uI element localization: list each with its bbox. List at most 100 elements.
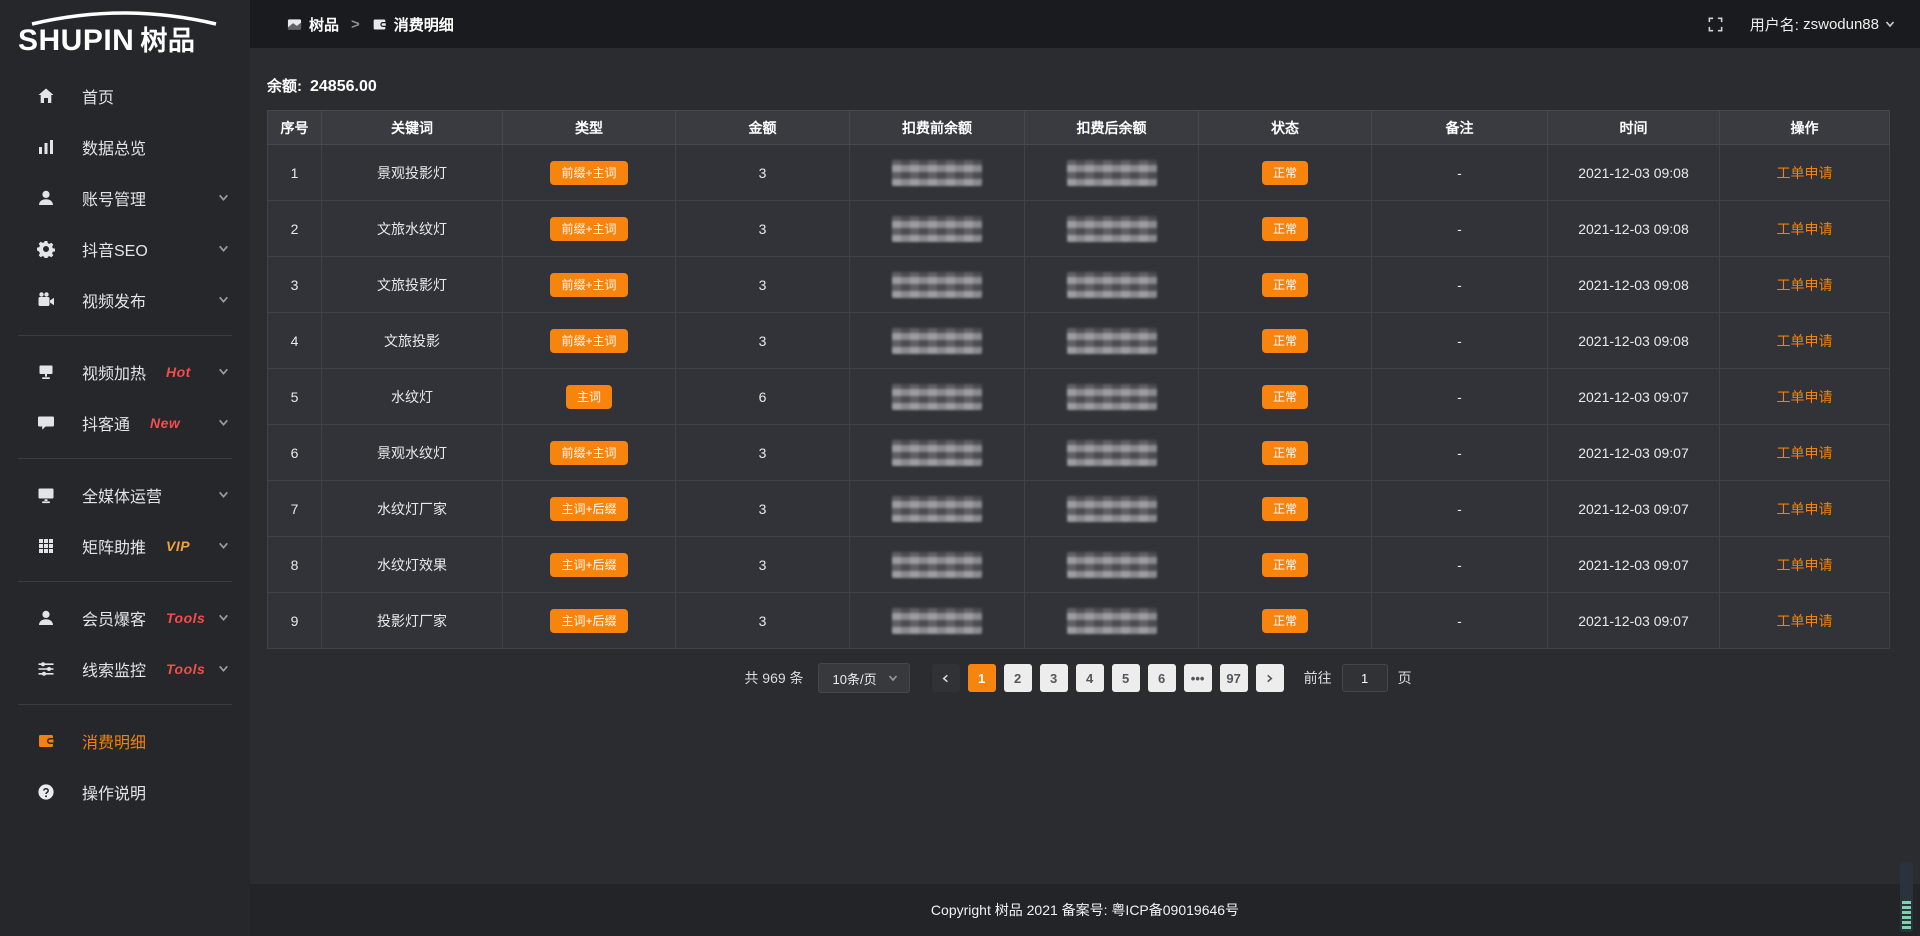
ticket-apply-link[interactable]: 工单申请	[1776, 612, 1833, 629]
username-menu[interactable]: 用户名: zswodun88	[1750, 14, 1896, 35]
sidebar-item-operation-guide[interactable]: 操作说明	[0, 766, 250, 817]
breadcrumb-item-root[interactable]: 树品	[309, 16, 340, 34]
time-cell: 2021-12-03 09:07	[1547, 368, 1720, 425]
pagination-total: 共 969 条	[744, 670, 804, 686]
footer: Copyright 树品 2021 备案号: 粤ICP备09019646号	[250, 884, 1920, 936]
page-button-4[interactable]: 4	[1075, 664, 1104, 692]
page-button-1[interactable]: 1	[967, 664, 996, 692]
balance-after-masked	[1066, 271, 1157, 298]
type-badge: 前缀+主词	[550, 160, 628, 185]
ticket-apply-link[interactable]: 工单申请	[1776, 556, 1833, 573]
brand-logo[interactable]: SHUPIN 树品	[0, 0, 250, 60]
status-badge: 正常	[1261, 552, 1308, 577]
ticket-apply-link[interactable]: 工单申请	[1776, 164, 1833, 181]
chat-icon	[36, 413, 56, 433]
ticket-apply-link[interactable]: 工单申请	[1776, 276, 1833, 293]
balance-after-cell	[1024, 480, 1199, 537]
ticket-apply-link[interactable]: 工单申请	[1776, 500, 1833, 517]
sidebar-item-douketong[interactable]: 抖客通 New	[0, 397, 250, 448]
sidebar-item-label: 抖音SEO	[82, 242, 148, 260]
page-button-6[interactable]: 6	[1147, 664, 1176, 692]
status-badge: 正常	[1261, 440, 1308, 465]
sidebar-item-account-management[interactable]: 账号管理	[0, 172, 250, 223]
sidebar-item-label: 数据总览	[82, 140, 147, 158]
balance-before-cell	[849, 592, 1025, 649]
sidebar-item-label: 线索监控	[82, 662, 147, 680]
keyword-cell: 景观投影灯	[321, 144, 503, 201]
sidebar-item-member-burst[interactable]: 会员爆客 Tools	[0, 592, 250, 643]
monitor-icon	[36, 485, 56, 505]
prev-page-button[interactable]	[931, 664, 960, 692]
page-button-5[interactable]: 5	[1111, 664, 1140, 692]
table-row: 4 文旅投影 前缀+主词 3 正常 -2021-12-03 09:08 工单申请	[267, 312, 1890, 369]
page-button-97[interactable]: 97	[1219, 664, 1248, 692]
ticket-apply-link[interactable]: 工单申请	[1776, 332, 1833, 349]
column-header-1: 关键词	[321, 110, 503, 145]
time-cell: 2021-12-03 09:07	[1547, 424, 1720, 481]
ticket-apply-link[interactable]: 工单申请	[1776, 388, 1833, 405]
topbar: 树品 > 消费明细 用户名: zswodun88	[250, 0, 1920, 48]
main-content: 余额: 24856.00 序号 关键词 类型 金额 扣费前余额 扣费后余额 状态 备注 时间 操作 …	[250, 48, 1920, 884]
username-value: zswodun88	[1803, 15, 1879, 33]
table-row: 6 景观水纹灯 前缀+主词 3 正常 -2021-12-03 09:07 工单申请	[267, 424, 1890, 481]
column-header-4: 扣费前余额	[849, 110, 1025, 145]
sidebar-item-douyin-seo[interactable]: 抖音SEO	[0, 223, 250, 274]
sidebar-item-video-heat[interactable]: 视频加热 Hot	[0, 346, 250, 397]
balance-after-cell	[1024, 312, 1199, 369]
status-cell: 正常	[1198, 424, 1372, 481]
page-button-2[interactable]: 2	[1003, 664, 1032, 692]
sidebar-item-video-publish[interactable]: 视频发布	[0, 274, 250, 325]
status-badge: 正常	[1261, 496, 1308, 521]
type-badge: 前缀+主词	[550, 272, 628, 297]
action-cell: 工单申请	[1719, 368, 1890, 425]
balance-after-masked	[1066, 215, 1157, 242]
status-cell: 正常	[1198, 592, 1372, 649]
balance-before-masked	[892, 383, 982, 410]
amount-cell: 6	[675, 368, 850, 425]
time-cell: 2021-12-03 09:08	[1547, 256, 1720, 313]
breadcrumb-item-current: 消费明细	[393, 16, 454, 34]
status-cell: 正常	[1198, 200, 1372, 257]
sidebar-item-consumption-detail[interactable]: 消费明细	[0, 715, 250, 766]
page-button-3[interactable]: 3	[1039, 664, 1068, 692]
chart-icon	[36, 137, 56, 157]
consumption-table: 序号 关键词 类型 金额 扣费前余额 扣费后余额 状态 备注 时间 操作 1 景观投影灯 前缀+主词 3…	[267, 110, 1890, 649]
sidebar-item-all-media-operation[interactable]: 全媒体运营	[0, 469, 250, 520]
column-header-7: 备注	[1371, 110, 1548, 145]
type-badge: 主词+后缀	[550, 552, 628, 577]
time-cell: 2021-12-03 09:08	[1547, 144, 1720, 201]
scroll-widget[interactable]	[1900, 862, 1913, 932]
sidebar-item-lead-monitor[interactable]: 线索监控 Tools	[0, 643, 250, 694]
column-header-2: 类型	[502, 110, 676, 145]
column-header-9: 操作	[1719, 110, 1890, 145]
chevron-down-icon	[217, 662, 230, 675]
time-cell: 2021-12-03 09:08	[1547, 312, 1720, 369]
ticket-apply-link[interactable]: 工单申请	[1776, 220, 1833, 237]
sidebar-item-label: 视频加热	[82, 365, 147, 383]
keyword-cell: 文旅水纹灯	[321, 200, 503, 257]
sidebar-item-matrix-boost[interactable]: 矩阵助推 VIP	[0, 520, 250, 571]
keyword-cell: 文旅投影	[321, 312, 503, 369]
remark-cell: -	[1371, 424, 1548, 481]
next-page-button[interactable]	[1255, 664, 1284, 692]
balance-before-masked	[892, 215, 982, 242]
sidebar-item-home[interactable]: 首页	[0, 70, 250, 121]
balance-before-cell	[849, 368, 1025, 425]
wallet-icon	[36, 731, 56, 751]
sidebar-divider	[18, 704, 232, 705]
fullscreen-icon[interactable]	[1707, 16, 1724, 33]
ticket-apply-link[interactable]: 工单申请	[1776, 444, 1833, 461]
sidebar: SHUPIN 树品 首页数据总览账号管理抖音SEO 视频发布视频加热 Hot 抖客通 Ne…	[0, 0, 250, 936]
serial-cell: 3	[267, 256, 322, 313]
goto-page-input[interactable]	[1341, 664, 1388, 692]
chevron-down-icon	[217, 488, 230, 501]
sidebar-item-data-overview[interactable]: 数据总览	[0, 121, 250, 172]
scroll-widget-bars	[1902, 901, 1911, 929]
more-pages-button[interactable]: •••	[1183, 664, 1212, 692]
balance-before-masked	[892, 551, 982, 578]
page-size-select[interactable]: 10条/页	[817, 663, 910, 693]
sidebar-item-label: 账号管理	[82, 191, 147, 209]
type-cell: 前缀+主词	[502, 256, 676, 313]
action-cell: 工单申请	[1719, 312, 1890, 369]
